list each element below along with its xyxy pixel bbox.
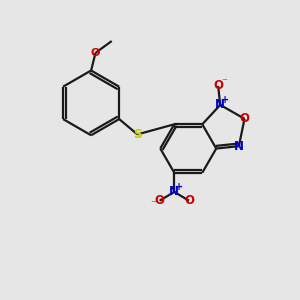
Text: O: O — [154, 194, 165, 207]
Text: O: O — [184, 194, 194, 207]
Text: N: N — [215, 98, 225, 111]
Text: O: O — [239, 112, 250, 125]
Text: O: O — [213, 80, 223, 92]
Text: +: + — [221, 94, 230, 105]
Text: +: + — [175, 182, 183, 192]
Text: N: N — [169, 185, 179, 198]
Text: S: S — [133, 128, 142, 141]
Text: N: N — [234, 140, 244, 153]
Text: ⁻: ⁻ — [222, 77, 228, 87]
Text: O: O — [91, 48, 100, 58]
Text: ⁻: ⁻ — [150, 199, 156, 209]
